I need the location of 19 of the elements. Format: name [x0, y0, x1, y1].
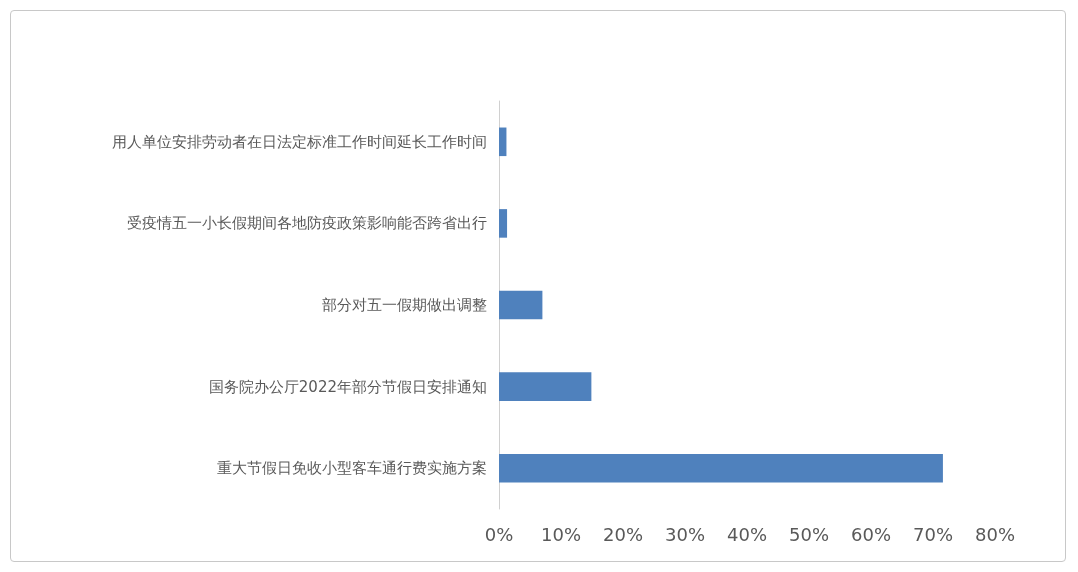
- y-tick-label: 受疫情五一小长假期间各地防疫政策影响能否跨省出行: [127, 214, 487, 233]
- bar: [499, 372, 592, 401]
- bar: [499, 290, 543, 320]
- x-tick-label: 0%: [484, 523, 514, 545]
- y-tick-label: 国务院办公厅2022年部分节假日安排通知: [208, 377, 487, 396]
- bar: [499, 209, 508, 238]
- x-tick-label: 30%: [664, 523, 706, 545]
- x-tick-label: 50%: [788, 523, 830, 545]
- x-tick-label: 80%: [974, 523, 1016, 545]
- y-tick-label: 重大节假日免收小型客车通行费实施方案: [217, 459, 487, 478]
- bar: [499, 453, 943, 483]
- y-tick-label: 用人单位安排劳动者在日法定标准工作时间延长工作时间: [112, 132, 487, 151]
- x-tick-label: 70%: [912, 523, 954, 545]
- x-tick-label: 20%: [602, 523, 644, 545]
- y-tick-label: 部分对五一假期做出调整: [322, 296, 487, 314]
- x-tick-label: 40%: [726, 523, 768, 545]
- x-tick-label: 60%: [850, 523, 892, 545]
- bar: [499, 127, 507, 157]
- x-tick-label: 10%: [540, 523, 582, 545]
